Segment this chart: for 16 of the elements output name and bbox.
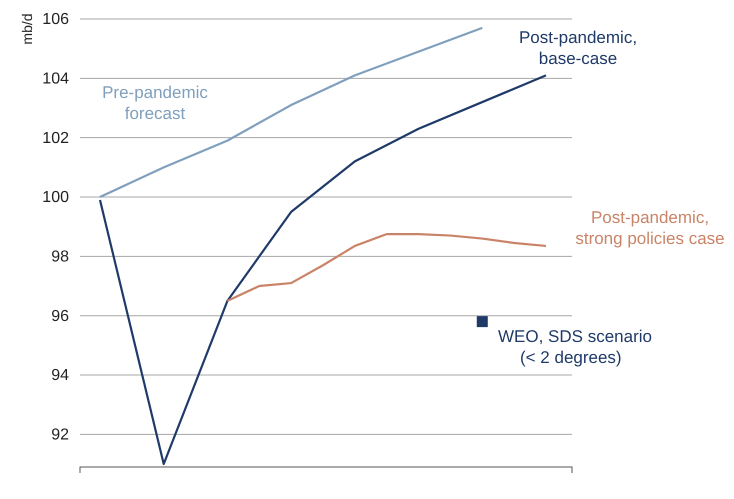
y-tick-label: 98 <box>51 248 70 266</box>
y-tick-label: 102 <box>42 130 70 147</box>
y-tick-label: 92 <box>51 426 70 444</box>
series-label: Post-pandemic, strong policies case <box>575 208 725 248</box>
y-tick-label: 104 <box>42 70 70 88</box>
line-series <box>98 74 548 466</box>
series-label: Post-pandemic, base-case <box>518 28 638 68</box>
series-label: Pre-pandemic forecast <box>102 83 208 123</box>
series-label: WEO, SDS scenario (< 2 degrees) <box>498 327 652 367</box>
y-tick-label: 96 <box>51 308 70 325</box>
line-series <box>226 233 548 302</box>
line-series <box>98 26 484 198</box>
y-tick-label: 100 <box>42 189 70 206</box>
y-tick-label: 106 <box>42 11 70 28</box>
y-axis-title: mb/d <box>19 13 35 45</box>
y-tick-label: 94 <box>51 367 70 384</box>
